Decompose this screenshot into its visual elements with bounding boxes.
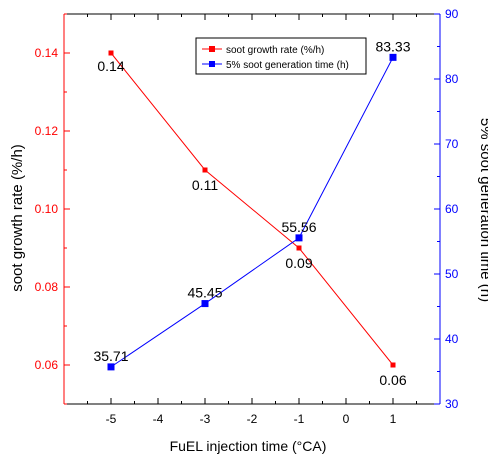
right-y-tick-label: 50	[445, 267, 459, 281]
legend-marker	[209, 46, 215, 52]
legend-marker	[209, 61, 215, 67]
left-y-tick-label: 0.06	[35, 358, 59, 372]
x-tick-label: -1	[294, 412, 305, 426]
x-tick-label: 1	[390, 412, 397, 426]
left-y-tick-label: 0.14	[35, 46, 59, 60]
data-point	[201, 300, 209, 308]
data-point	[296, 245, 302, 251]
data-label: 45.45	[187, 285, 222, 301]
right-y-tick-label: 40	[445, 332, 459, 346]
data-point	[107, 363, 115, 371]
data-label: 55.56	[281, 219, 316, 235]
data-point	[390, 362, 396, 368]
x-tick-label: -2	[247, 412, 258, 426]
series-line-soot-growth-rate	[110, 52, 394, 366]
series-line-soot-generation-time	[110, 57, 394, 368]
legend-label: soot growth rate (%/h)	[226, 45, 324, 56]
right-y-tick-label: 30	[445, 397, 459, 411]
axes-layer: -5 -4 -3 -2 -1 0 1 0.06 0.08 0.10 0.12 0.14 30 40 50 60…	[35, 7, 459, 426]
right-y-tick-label: 60	[445, 202, 459, 216]
data-label: 0.06	[379, 372, 406, 388]
left-y-axis-title: soot growth rate (%/h)	[9, 144, 26, 292]
data-label: 0.09	[285, 255, 312, 271]
data-label: 0.11	[192, 177, 218, 193]
legend-box	[195, 37, 367, 75]
legend: soot growth rate (%/h) 5% soot generation…	[195, 37, 367, 75]
x-axis-title: FuEL injection time (°CA)	[170, 438, 327, 454]
x-tick-label: -4	[153, 412, 164, 426]
data-point	[202, 167, 208, 173]
data-point	[389, 53, 397, 61]
data-label: 35.71	[93, 348, 128, 364]
x-tick-label: -5	[106, 412, 117, 426]
series-layer	[107, 50, 397, 371]
right-y-tick-label: 90	[445, 7, 459, 21]
right-y-tick-label: 70	[445, 137, 459, 151]
data-label: 0.14	[97, 58, 124, 74]
right-y-axis-title: 5% soot generation time (h)	[477, 118, 488, 302]
left-y-tick-label: 0.10	[35, 202, 59, 216]
data-point	[295, 234, 303, 242]
legend-label: 5% soot generation time (h)	[226, 60, 349, 71]
left-y-tick-label: 0.08	[35, 280, 59, 294]
left-y-tick-label: 0.12	[35, 124, 59, 138]
data-label: 83.33	[375, 38, 410, 54]
data-labels-layer: 0.14 0.11 0.09 0.06 35.71 45.45 55.56 83.33	[93, 38, 410, 388]
right-y-tick-label: 80	[445, 72, 459, 86]
x-tick-label: 0	[343, 412, 350, 426]
data-point	[108, 50, 114, 56]
x-tick-label: -3	[200, 412, 211, 426]
